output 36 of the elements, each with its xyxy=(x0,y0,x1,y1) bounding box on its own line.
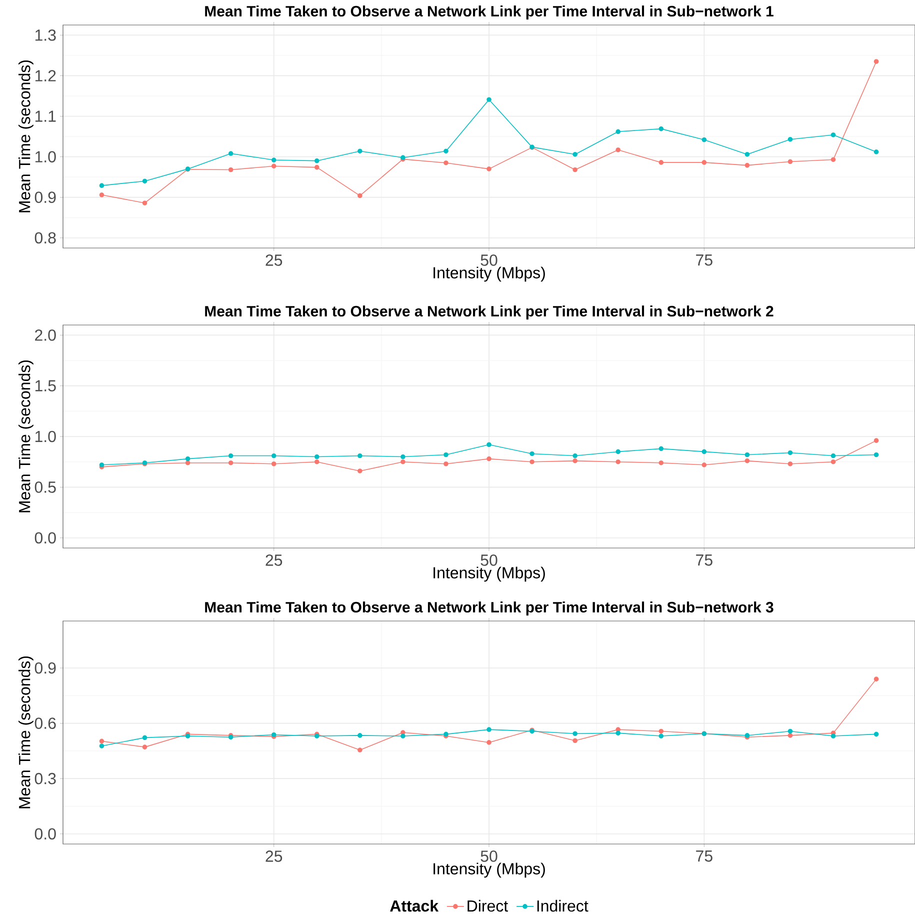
y-axis-title: Mean Time (seconds) xyxy=(18,656,34,808)
x-tick-label: 25 xyxy=(266,254,282,266)
y-tick-label: 1.3 xyxy=(35,29,56,41)
y-tick-label: 1.2 xyxy=(35,70,56,82)
y-axis-title: Mean Time (seconds) xyxy=(18,360,34,512)
chart-title: Mean Time Taken to Observe a Network Link per Time Interval in Sub−network 1 xyxy=(205,6,774,20)
x-axis-title: Intensity (Mbps) xyxy=(434,862,545,878)
x-axis-title: Intensity (Mbps) xyxy=(434,266,545,282)
legend-title: Attack xyxy=(390,900,439,912)
x-tick-label: 75 xyxy=(696,254,712,266)
x-tick-label: 50 xyxy=(480,554,498,566)
legend-label: Direct xyxy=(468,900,508,912)
y-tick-label: 1.0 xyxy=(35,430,56,442)
legend-label: Indirect xyxy=(537,900,588,912)
y-tick-label: 1.5 xyxy=(35,380,56,392)
y-tick-label: 0.9 xyxy=(34,192,56,203)
y-tick-label: 0.8 xyxy=(34,232,56,244)
y-tick-label: 0.9 xyxy=(34,662,56,674)
y-tick-label: 2.0 xyxy=(35,329,56,341)
chart-title: Mean Time Taken to Observe a Network Link per Time Interval in Sub−network 3 xyxy=(205,602,774,616)
x-tick-label: 75 xyxy=(696,554,712,566)
y-tick-label: 1.1 xyxy=(35,110,56,122)
chart-title: Mean Time Taken to Observe a Network Link per Time Interval in Sub−network 2 xyxy=(205,306,774,320)
x-axis-title: Intensity (Mbps) xyxy=(434,566,545,582)
y-tick-label: 0.3 xyxy=(34,772,56,784)
y-tick-label: 1.0 xyxy=(35,151,56,162)
x-tick-label: 75 xyxy=(696,850,712,862)
y-tick-label: 0.5 xyxy=(34,482,56,493)
x-tick-label: 50 xyxy=(480,850,498,862)
y-tick-label: 0.0 xyxy=(34,828,56,840)
x-tick-label: 25 xyxy=(266,850,282,862)
y-tick-label: 0.0 xyxy=(34,532,56,544)
y-tick-label: 0.6 xyxy=(34,718,56,729)
y-axis-title: Mean Time (seconds) xyxy=(18,60,34,212)
x-tick-label: 50 xyxy=(480,254,498,266)
x-tick-label: 25 xyxy=(266,554,282,566)
